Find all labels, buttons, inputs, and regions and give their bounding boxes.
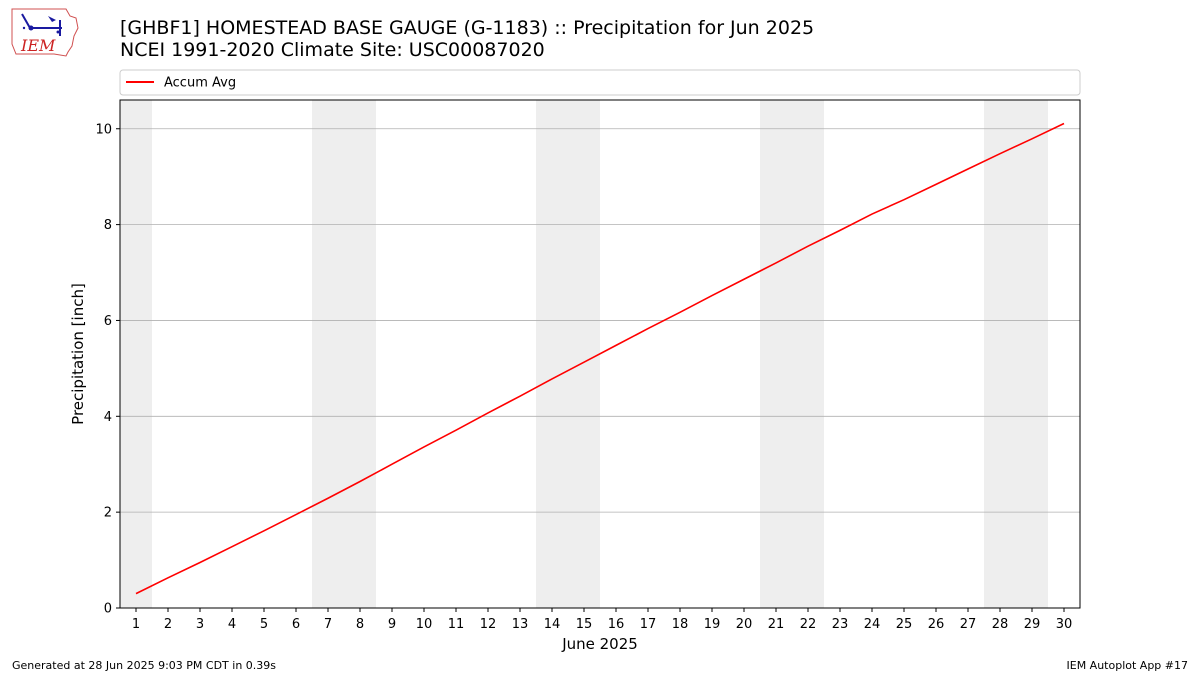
footer-app-text: IEM Autoplot App #17 (1066, 659, 1189, 672)
x-tick-label: 11 (448, 617, 465, 632)
x-tick-label: 25 (896, 617, 913, 632)
data-point (359, 481, 360, 482)
x-tick-label: 5 (260, 617, 268, 632)
data-point (807, 246, 808, 247)
iowa-outline-icon (11, 8, 79, 57)
y-axis-ticks: 0 2 4 6 8 10 (95, 122, 120, 617)
data-point (135, 593, 136, 594)
y-tick-label: 6 (104, 314, 112, 329)
data-point (967, 168, 968, 169)
y-tick-label: 4 (104, 410, 112, 425)
data-point (167, 577, 168, 578)
data-point (519, 396, 520, 397)
data-point (743, 279, 744, 280)
plot-frame (119, 99, 1081, 609)
weekend-band (536, 100, 600, 608)
y-tick-label: 0 (104, 602, 112, 617)
x-tick-label: 15 (576, 617, 593, 632)
x-tick-label: 1 (132, 617, 140, 632)
y-gridlines (120, 128, 1080, 609)
data-point (1031, 138, 1032, 139)
data-point (327, 498, 328, 499)
x-tick-label: 20 (736, 617, 753, 632)
data-point (935, 184, 936, 185)
weekend-shading (120, 100, 1048, 608)
weekend-band (120, 100, 152, 608)
data-point (839, 230, 840, 231)
x-tick-label: 27 (960, 617, 977, 632)
x-tick-label: 7 (324, 617, 332, 632)
series-lines (135, 122, 1065, 595)
legend: Accum Avg (119, 69, 1081, 96)
weekend-band (760, 100, 824, 608)
data-point (199, 562, 200, 563)
x-tick-label: 9 (388, 617, 396, 632)
x-tick-label: 8 (356, 617, 364, 632)
x-tick-label: 10 (416, 617, 433, 632)
x-tick-label: 30 (1056, 617, 1073, 632)
weekend-band (312, 100, 376, 608)
data-point (647, 328, 648, 329)
x-tick-label: 26 (928, 617, 945, 632)
data-point (391, 464, 392, 465)
x-tick-label: 18 (672, 617, 689, 632)
weekend-band (984, 100, 1048, 608)
data-point (263, 530, 264, 531)
x-tick-label: 13 (512, 617, 529, 632)
iem-logo: IEM (11, 8, 79, 57)
x-tick-label: 21 (768, 617, 785, 632)
x-tick-label: 2 (164, 617, 172, 632)
x-tick-label: 19 (704, 617, 721, 632)
y-tick-label: 10 (95, 122, 112, 137)
data-point (679, 312, 680, 313)
data-point (615, 345, 616, 346)
x-tick-label: 4 (228, 617, 236, 632)
logo-text: IEM (20, 36, 56, 55)
x-tick-label: 24 (864, 617, 881, 632)
data-point (711, 295, 712, 296)
chart-subtitle: NCEI 1991-2020 Climate Site: USC00087020 (120, 39, 545, 61)
x-tick-label: 17 (640, 617, 657, 632)
footer-generated-text: Generated at 28 Jun 2025 9:03 PM CDT in … (12, 659, 277, 672)
x-tick-label: 14 (544, 617, 561, 632)
x-tick-label: 22 (800, 617, 817, 632)
series-line-accum-avg (135, 122, 1065, 595)
x-tick-label: 23 (832, 617, 849, 632)
x-axis-ticks: 1 2 3 4 5 6 7 8 9 10 11 12 13 14 15 16 17 18 19 20 21 22 23 24 2… (132, 608, 1072, 632)
data-point (423, 446, 424, 447)
data-point (487, 412, 488, 413)
x-tick-label: 3 (196, 617, 204, 632)
x-tick-label: 28 (992, 617, 1009, 632)
legend-box (119, 69, 1081, 96)
x-tick-label: 16 (608, 617, 625, 632)
data-point (999, 153, 1000, 154)
data-point (583, 362, 584, 363)
x-tick-label: 6 (292, 617, 300, 632)
y-tick-label: 8 (104, 218, 112, 233)
x-axis-label: June 2025 (561, 635, 638, 653)
x-tick-label: 29 (1024, 617, 1041, 632)
data-point (231, 546, 232, 547)
x-tick-label: 12 (480, 617, 497, 632)
data-point (1063, 123, 1064, 124)
data-point (455, 430, 456, 431)
legend-label: Accum Avg (164, 76, 236, 91)
chart-title: [GHBF1] HOMESTEAD BASE GAUGE (G-1183) ::… (120, 17, 815, 39)
data-point (903, 199, 904, 200)
data-point (551, 378, 552, 379)
data-point (295, 514, 296, 515)
data-point (871, 213, 872, 214)
y-axis-label: Precipitation [inch] (69, 283, 87, 425)
y-tick-label: 2 (104, 506, 112, 521)
data-point (775, 262, 776, 263)
